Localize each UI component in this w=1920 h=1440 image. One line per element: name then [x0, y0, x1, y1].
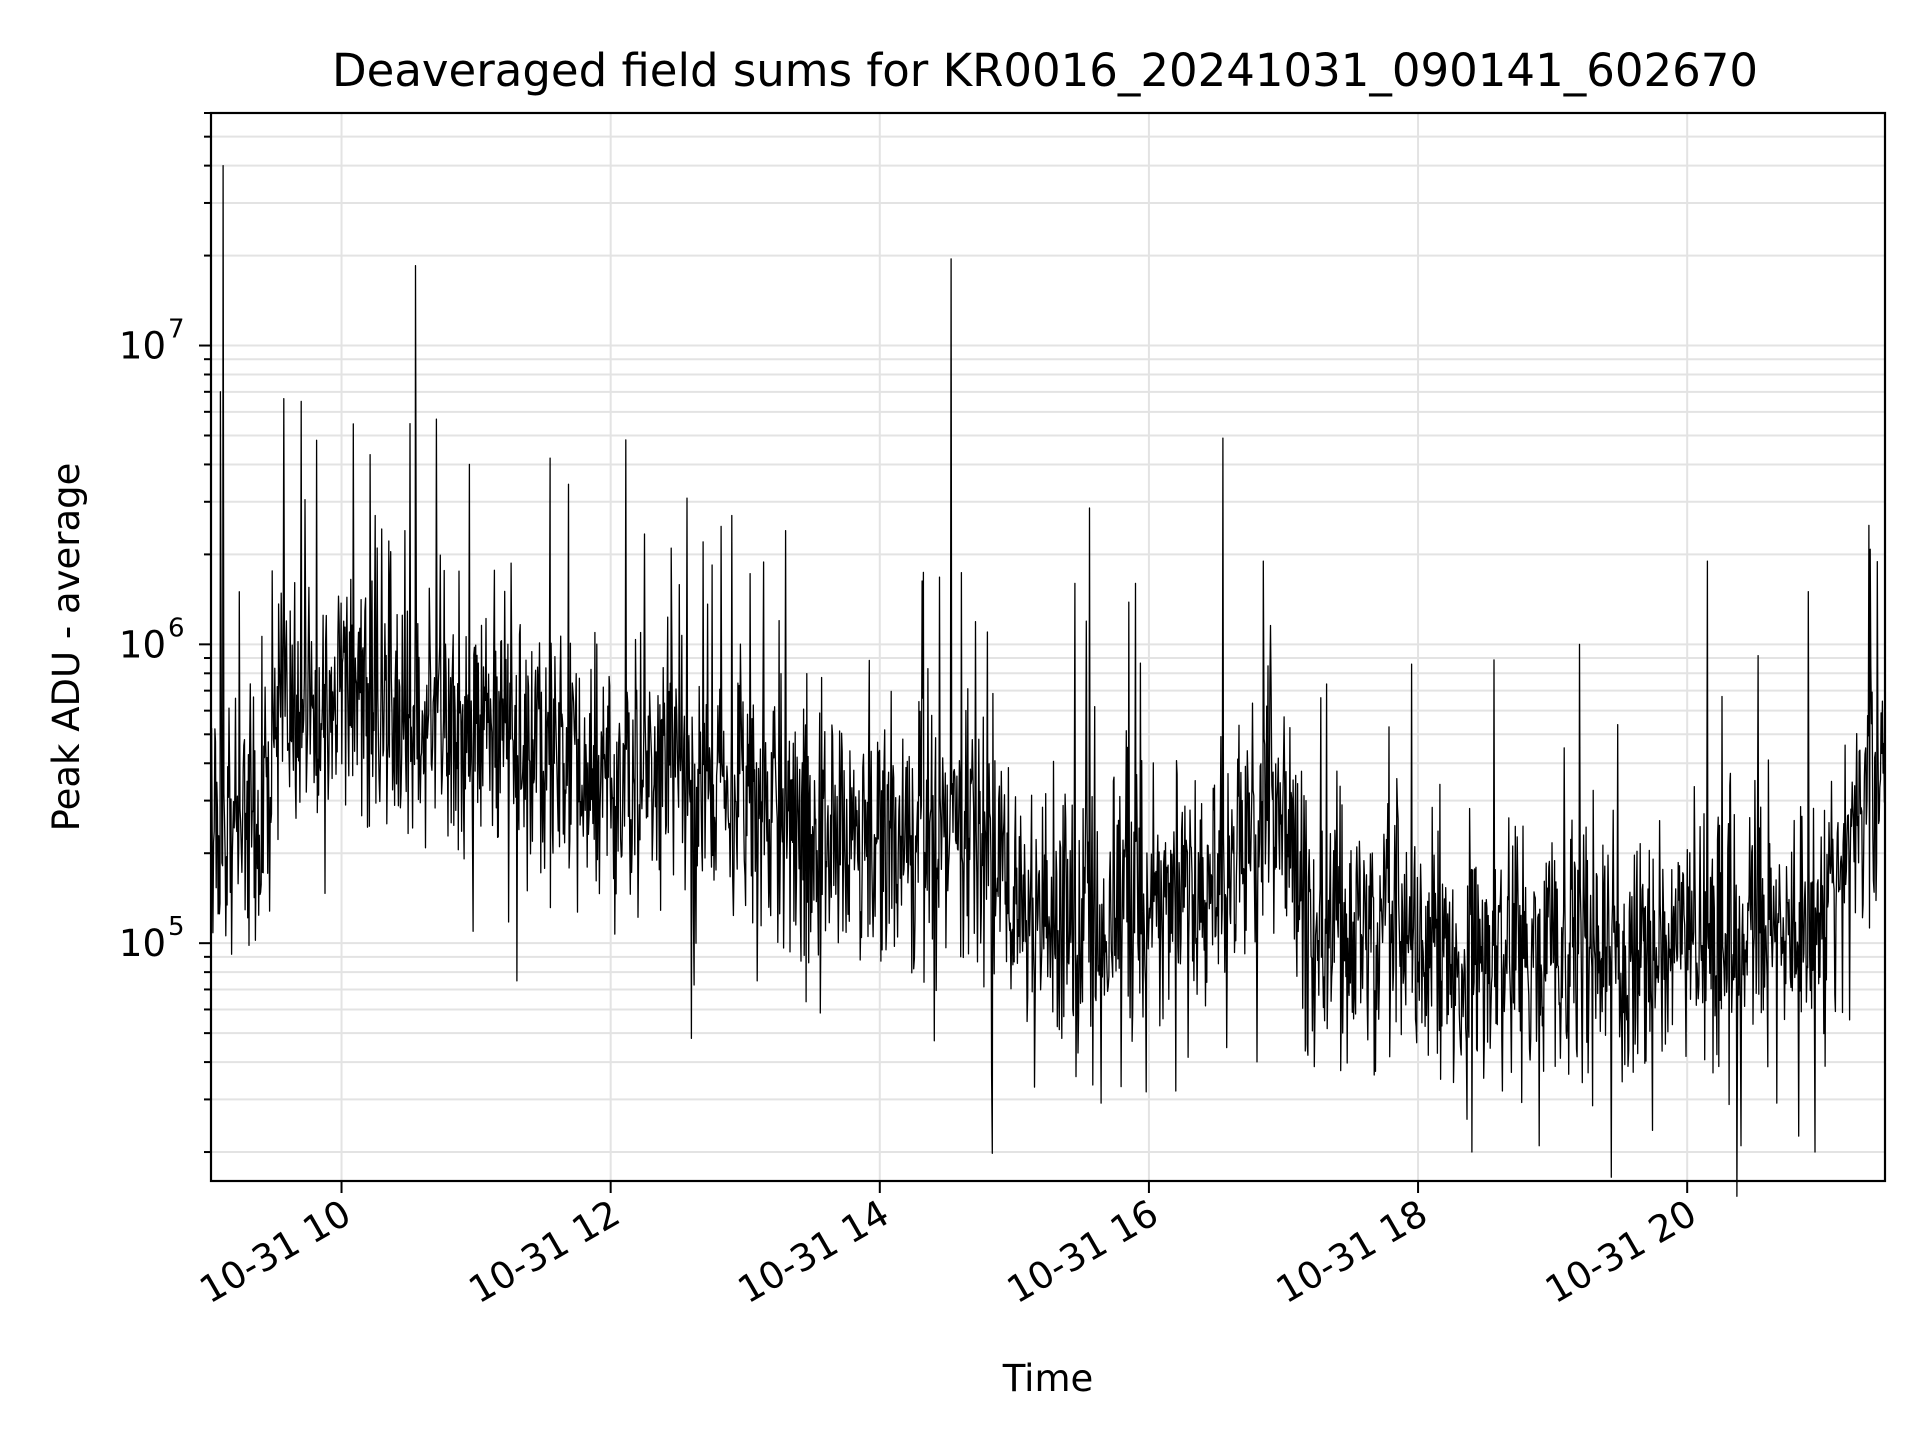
y-tick-label: 10 6 [119, 613, 185, 666]
plot-frame [209, 111, 1887, 1183]
y-tick-label: 10 7 [119, 315, 185, 368]
x-axis: 10-31 10 10-31 12 10-31 14 10-31 16 10-31 18… [192, 1181, 1704, 1312]
y-tick-exponent: 7 [168, 315, 185, 345]
x-tick-label: 10-31 16 [1000, 1192, 1166, 1312]
y-tick-base: 10 [119, 325, 166, 368]
y-tick-base: 10 [119, 922, 166, 965]
series-line-group [210, 164, 1886, 1197]
y-tick-label: 10 5 [119, 912, 185, 965]
x-tick-label: 10-31 12 [462, 1192, 628, 1312]
y-tick-exponent: 6 [168, 613, 185, 643]
x-tick-label: 10-31 20 [1538, 1192, 1704, 1312]
y-tick-exponent: 5 [168, 912, 185, 942]
chart-title: Deaveraged field sums for KR0016_2024103… [332, 44, 1758, 97]
series-line [210, 164, 1886, 1197]
x-axis-label: Time [1002, 1357, 1094, 1400]
y-axis-label: Peak ADU - average [45, 463, 88, 832]
y-tick-base: 10 [119, 623, 166, 666]
x-tick-label: 10-31 18 [1269, 1192, 1435, 1312]
x-tick-label: 10-31 14 [731, 1192, 897, 1312]
x-tick-label: 10-31 10 [192, 1192, 358, 1312]
